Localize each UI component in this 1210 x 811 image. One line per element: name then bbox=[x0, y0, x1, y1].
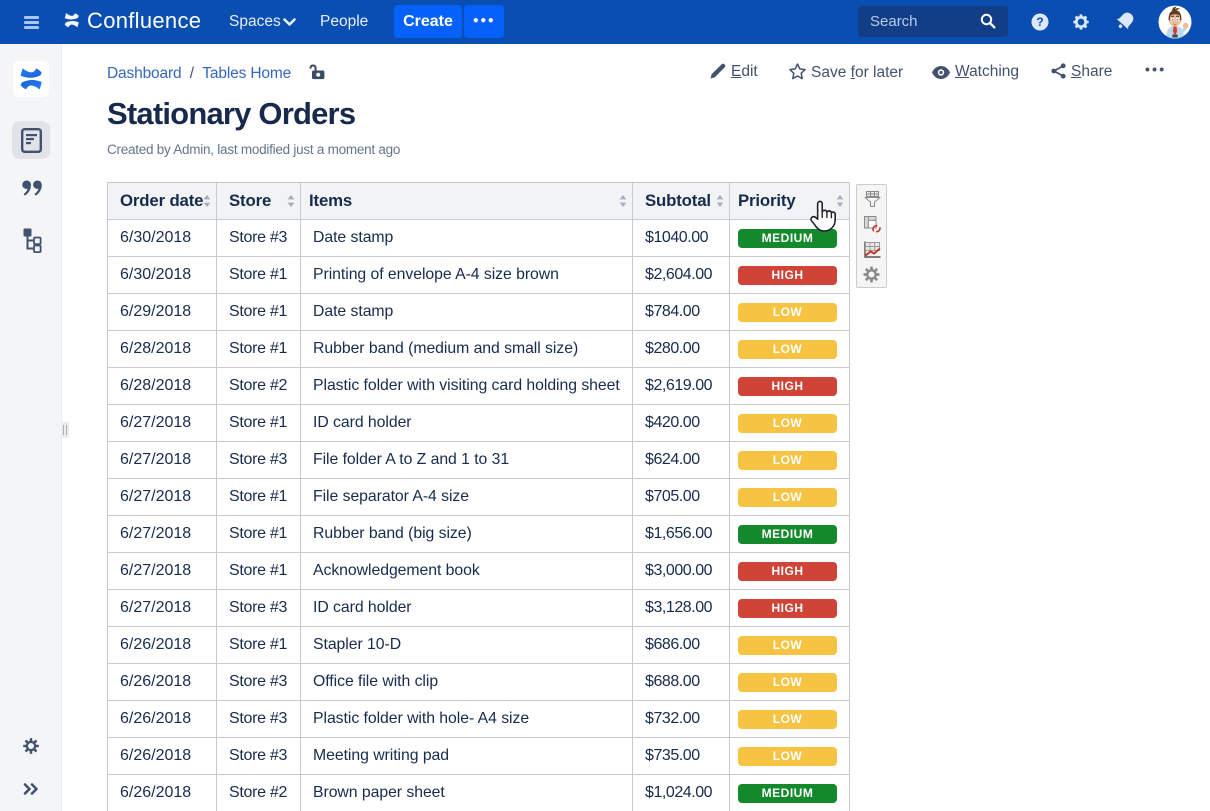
svg-text:?: ? bbox=[1036, 15, 1043, 29]
